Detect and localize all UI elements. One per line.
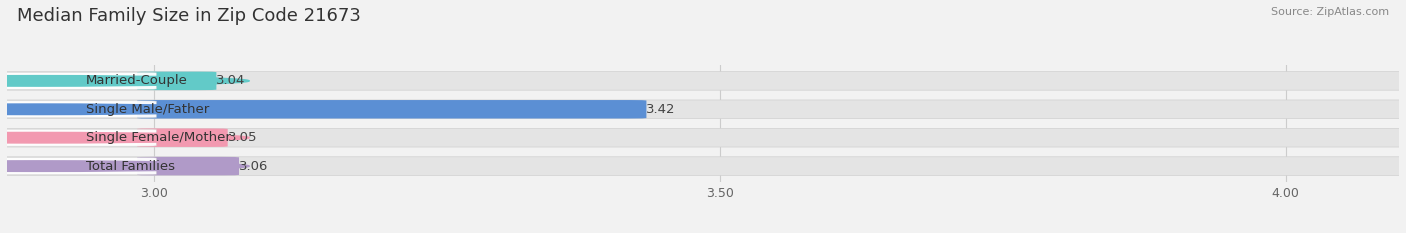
Text: 3.06: 3.06 <box>239 160 269 173</box>
FancyBboxPatch shape <box>138 72 217 90</box>
FancyBboxPatch shape <box>138 157 239 175</box>
Text: Total Families: Total Families <box>86 160 176 173</box>
FancyBboxPatch shape <box>0 72 1406 90</box>
Circle shape <box>0 132 249 143</box>
Text: 3.42: 3.42 <box>647 103 676 116</box>
FancyBboxPatch shape <box>138 100 647 119</box>
FancyBboxPatch shape <box>0 158 156 175</box>
FancyBboxPatch shape <box>138 128 228 147</box>
Text: 3.05: 3.05 <box>228 131 257 144</box>
Text: Median Family Size in Zip Code 21673: Median Family Size in Zip Code 21673 <box>17 7 361 25</box>
FancyBboxPatch shape <box>0 100 1406 119</box>
Text: Single Female/Mother: Single Female/Mother <box>86 131 231 144</box>
Circle shape <box>0 75 249 86</box>
FancyBboxPatch shape <box>0 101 156 118</box>
FancyBboxPatch shape <box>0 128 1406 147</box>
Text: Source: ZipAtlas.com: Source: ZipAtlas.com <box>1271 7 1389 17</box>
Text: 3.04: 3.04 <box>217 74 246 87</box>
FancyBboxPatch shape <box>0 72 156 89</box>
Text: Married-Couple: Married-Couple <box>86 74 188 87</box>
FancyBboxPatch shape <box>0 129 156 146</box>
Circle shape <box>0 161 249 171</box>
Text: Single Male/Father: Single Male/Father <box>86 103 209 116</box>
Circle shape <box>0 104 249 115</box>
FancyBboxPatch shape <box>0 157 1406 175</box>
